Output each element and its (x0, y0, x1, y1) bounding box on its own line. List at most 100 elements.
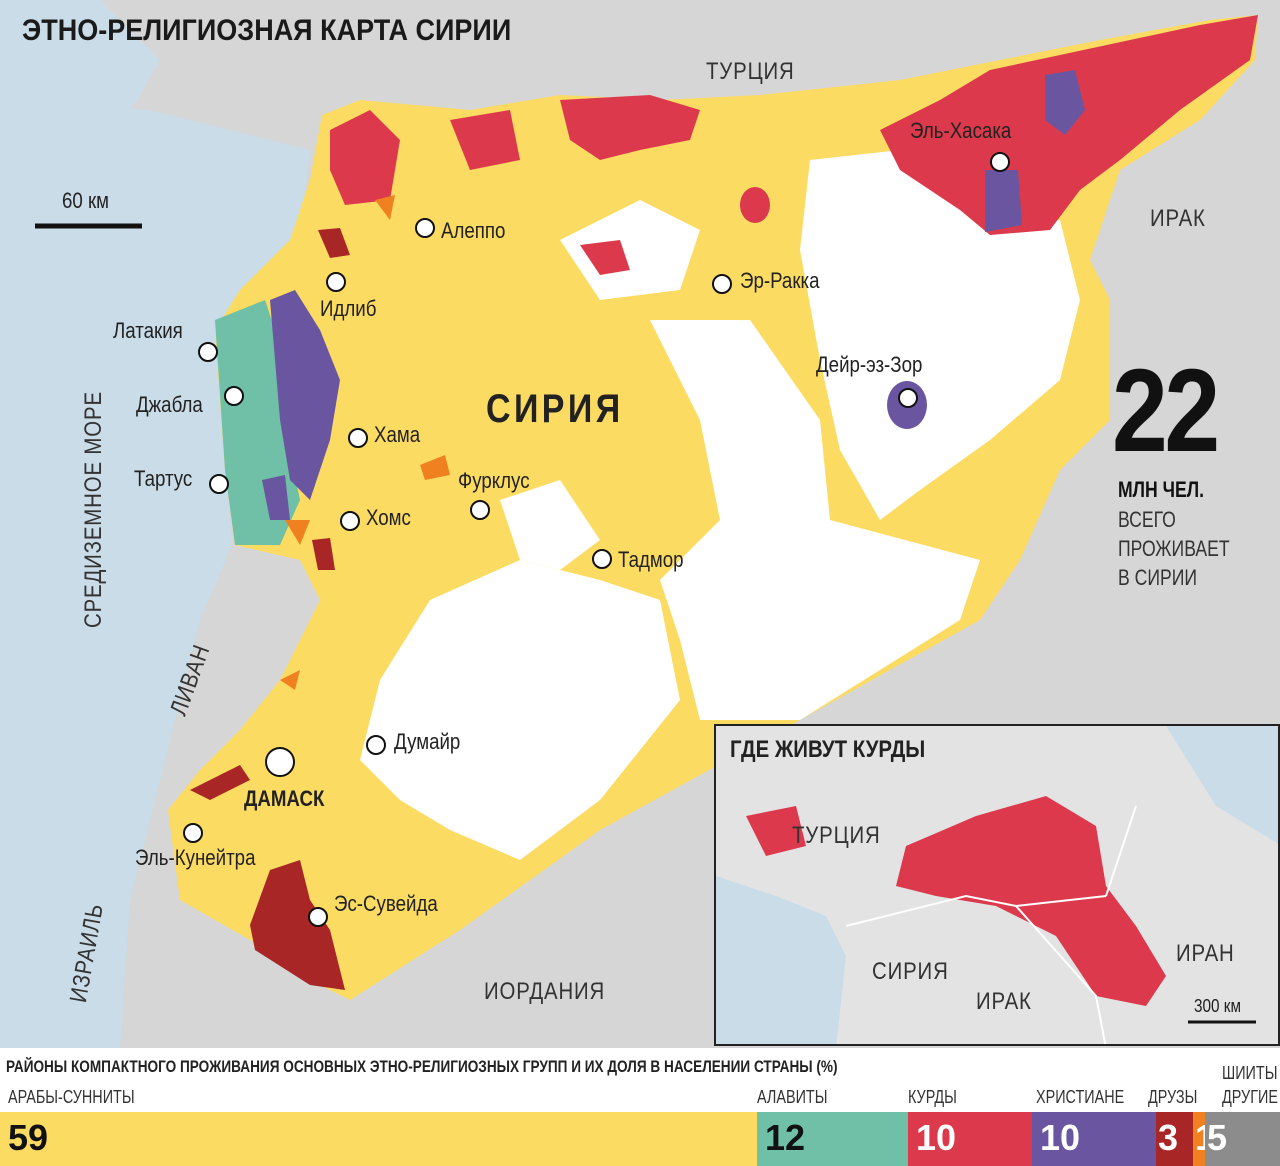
legend-bar: 59 12 10 10 315 (0, 1112, 1280, 1166)
city-label: Дейр-эз-Зор (816, 352, 923, 377)
christian-area (1045, 70, 1085, 135)
white-area (800, 150, 1080, 520)
white-area (650, 320, 980, 720)
legend-label: ХРИСТИАНЕ (1036, 1087, 1125, 1107)
inset-sea (1166, 726, 1278, 844)
legend-value: 5 (1207, 1117, 1228, 1158)
legend-label: ДРУГИЕ (1222, 1087, 1278, 1107)
legend-value: 10 (1040, 1117, 1081, 1158)
inset-turkey: ТУРЦИЯ (792, 822, 881, 849)
city-label: Думайр (394, 729, 461, 754)
city-marker (712, 274, 732, 294)
city-marker (198, 342, 218, 362)
white-area (500, 480, 600, 570)
border (845, 805, 1137, 1044)
kurds-inset-map: ГДЕ ЖИВУТ КУРДЫ ТУРЦИЯ СИРИЯ ИРАК ИРАН 3… (714, 724, 1280, 1046)
city-marker (224, 386, 244, 406)
legend-segment: 59 (0, 1112, 757, 1166)
sea-label: СРЕДИЗЕМНОЕ МОРЕ (80, 391, 107, 628)
kurds-area (580, 240, 630, 275)
population-text-2: ПРОЖИВАЕТ (1118, 536, 1230, 561)
city-label: Эль-Хасака (910, 118, 1012, 143)
city-marker (183, 823, 203, 843)
map-title: ЭТНО-РЕЛИГИОЗНАЯ КАРТА СИРИИ (22, 14, 512, 47)
legend-value: 10 (916, 1117, 957, 1158)
city-marker (308, 907, 328, 927)
population-text-3: В СИРИИ (1118, 565, 1198, 590)
legend-title: РАЙОНЫ КОМПАКТНОГО ПРОЖИВАНИЯ ОСНОВНЫХ Э… (6, 1057, 838, 1076)
druze-area (250, 860, 345, 990)
legend-segment: 10 (1032, 1112, 1156, 1166)
druze-area (318, 228, 350, 258)
city-label: Хомс (366, 505, 411, 530)
legend-segment: 1 (1193, 1112, 1205, 1166)
sea (0, 0, 310, 1050)
legend-segment: 12 (757, 1112, 908, 1166)
legend-label: ШИИТЫ (1222, 1063, 1278, 1083)
country-iraq: ИРАК (1150, 205, 1206, 232)
kurds-region (896, 796, 1166, 1006)
kurds-area (740, 187, 770, 223)
city-marker (592, 549, 612, 569)
legend-value: 59 (8, 1117, 49, 1158)
city-label: Тадмор (618, 547, 684, 572)
city-label: ДАМАСК (244, 786, 325, 811)
city-marker (265, 747, 295, 777)
city-marker (348, 428, 368, 448)
population-text-1: ВСЕГО (1118, 507, 1176, 532)
kurds-area (450, 110, 520, 170)
kurds-area (560, 95, 700, 160)
white-area (560, 200, 700, 300)
city-label: Хама (374, 422, 421, 447)
inset-sea (716, 876, 846, 1044)
legend-label: АРАБЫ-СУННИТЫ (8, 1087, 135, 1107)
city-label: Идлиб (320, 296, 377, 321)
inset-syria: СИРИЯ (872, 958, 949, 985)
inset-map-graphic (716, 726, 1278, 1044)
city-label: Эль-Кунейтра (135, 845, 256, 870)
population-unit: МЛН ЧЕЛ. (1118, 477, 1204, 502)
city-label: Джабла (136, 392, 203, 417)
kurds-area (330, 110, 400, 205)
scale-label: 60 км (62, 188, 110, 213)
sea-top (0, 0, 160, 130)
christian-area (270, 290, 340, 500)
city-label: Эс-Сувейда (334, 891, 438, 916)
city-marker (209, 474, 229, 494)
white-area (360, 560, 680, 860)
legend-segment: 5 (1205, 1112, 1280, 1166)
country-jordan: ИОРДАНИЯ (484, 978, 606, 1005)
legend-label: КУРДЫ (908, 1087, 957, 1107)
druze-area (312, 538, 335, 570)
legend-segment: 3 (1156, 1112, 1193, 1166)
kurds-region (746, 806, 806, 856)
city-marker (340, 511, 360, 531)
city-label: Тартус (134, 466, 193, 491)
city-marker (990, 152, 1010, 172)
city-marker (470, 500, 490, 520)
country-syria: СИРИЯ (486, 387, 624, 431)
shia-area (420, 455, 450, 480)
legend-segment: 10 (908, 1112, 1032, 1166)
druze-area (190, 765, 250, 800)
city-marker (898, 388, 918, 408)
legend-value: 3 (1158, 1117, 1179, 1158)
inset-scale-label: 300 км (1194, 996, 1242, 1016)
city-marker (326, 272, 346, 292)
city-marker (366, 735, 386, 755)
city-label: Эр-Ракка (740, 268, 820, 293)
city-label: Фурклус (458, 468, 530, 493)
inset-iraq: ИРАК (976, 988, 1032, 1015)
christian-area (262, 475, 290, 520)
inset-title: ГДЕ ЖИВУТ КУРДЫ (730, 736, 926, 763)
inset-iran: ИРАН (1176, 940, 1235, 967)
christian-area (985, 170, 1022, 232)
legend-value: 12 (765, 1117, 806, 1158)
legend-label: АЛАВИТЫ (757, 1087, 828, 1107)
city-label: Латакия (113, 318, 183, 343)
city-label: Алеппо (441, 218, 506, 243)
shia-area (375, 195, 395, 220)
country-turkey: ТУРЦИЯ (706, 58, 795, 85)
